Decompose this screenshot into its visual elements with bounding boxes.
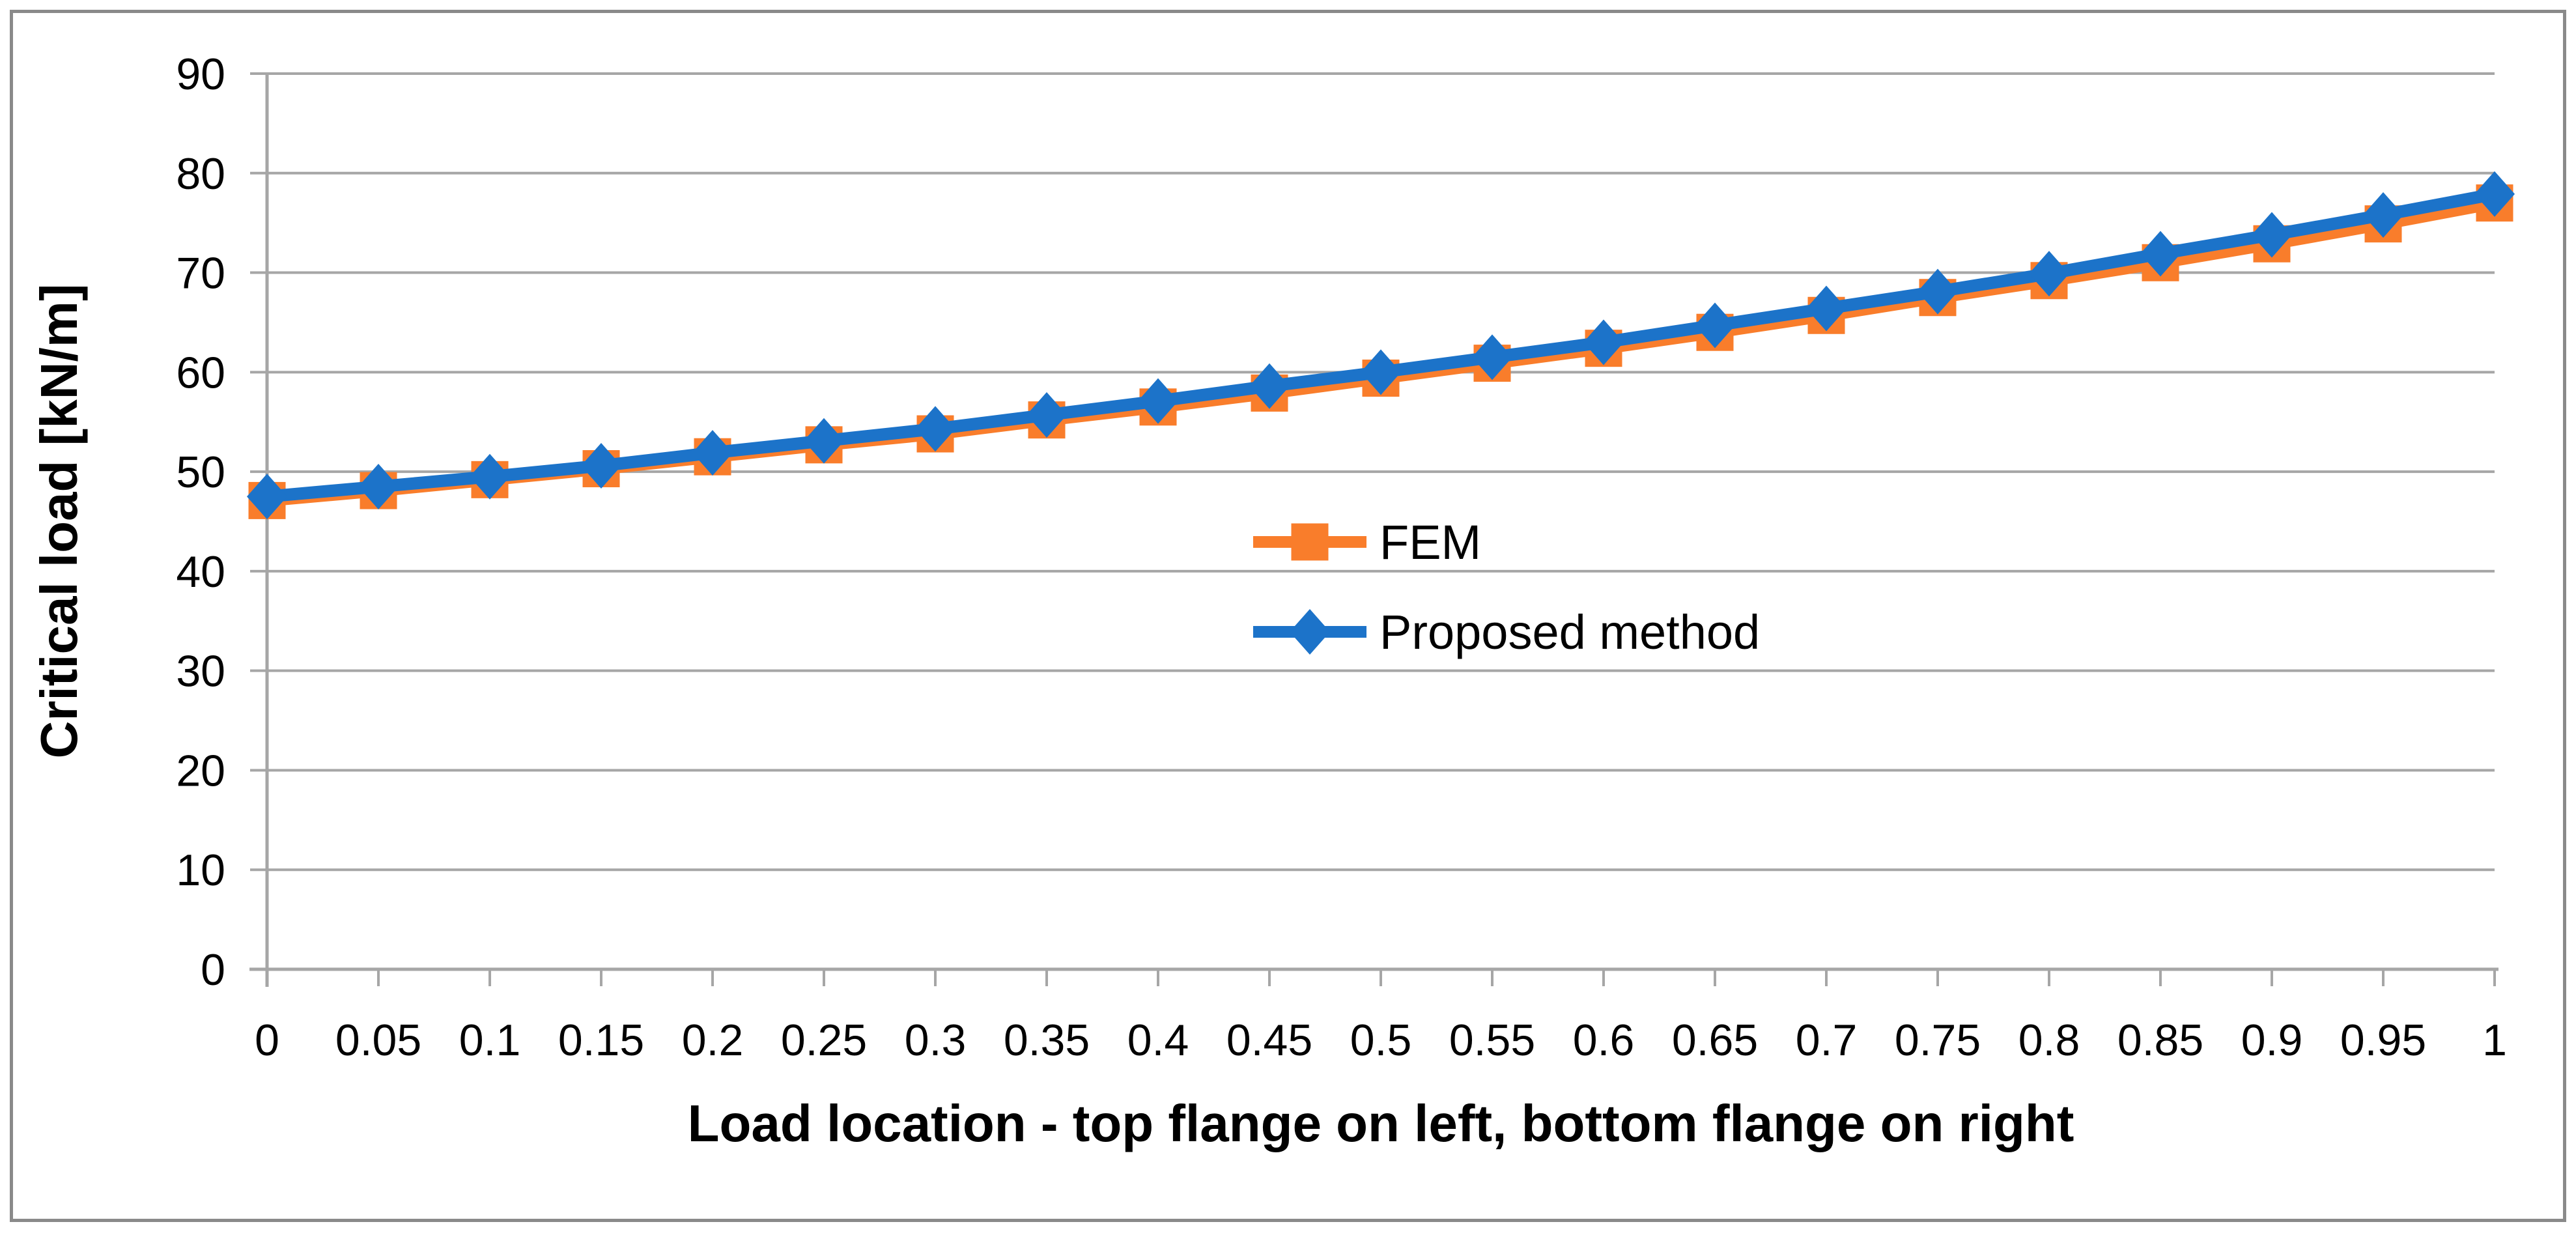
proposed-method-marker xyxy=(804,418,844,464)
legend-diamond-marker-icon xyxy=(1290,609,1330,655)
proposed-method-marker xyxy=(581,442,621,489)
x-tick-label: 0.1 xyxy=(459,1016,521,1065)
proposed-method-marker xyxy=(915,406,955,452)
x-tick-label: 0.75 xyxy=(1895,1016,1981,1065)
y-axis-tick-labels: 0 10 20 30 40 50 60 70 80 90 xyxy=(176,50,225,995)
x-tick-label: 0.95 xyxy=(2340,1016,2426,1065)
proposed-method-marker xyxy=(2029,251,2069,297)
chart-border xyxy=(10,10,2566,1222)
x-tick-label: 0.45 xyxy=(1226,1016,1312,1065)
proposed-method-marker xyxy=(2474,171,2515,217)
proposed-method-marker xyxy=(1695,302,1735,348)
proposed-method-marker xyxy=(1026,392,1067,438)
y-tick-label: 10 xyxy=(176,846,225,895)
proposed-method-marker xyxy=(247,474,287,520)
proposed-method-marker xyxy=(1918,268,1958,315)
x-tick-label: 1 xyxy=(2482,1016,2507,1065)
x-tick-label: 0.35 xyxy=(1004,1016,1090,1065)
x-tick-label: 0.65 xyxy=(1672,1016,1758,1065)
y-tick-label: 90 xyxy=(176,50,225,99)
proposed-method-marker xyxy=(1249,363,1290,409)
proposed-method-marker xyxy=(2363,192,2403,238)
proposed-method-marker xyxy=(1806,285,1847,332)
x-tick-label: 0.55 xyxy=(1449,1016,1535,1065)
x-tick-label: 0.85 xyxy=(2117,1016,2203,1065)
y-tick-label: 50 xyxy=(176,448,225,497)
x-tick-label: 0.05 xyxy=(335,1016,421,1065)
proposed-method-marker xyxy=(2252,212,2292,258)
x-tick-label: 0.25 xyxy=(781,1016,867,1065)
x-tick-label: 0.5 xyxy=(1350,1016,1412,1065)
x-axis-tick-labels: 0 0.05 0.1 0.15 0.2 0.25 0.3 0.35 0.4 0.45 0.5 0.55… xyxy=(255,1016,2507,1065)
y-tick-label: 70 xyxy=(176,249,225,298)
x-tick-label: 0.6 xyxy=(1573,1016,1635,1065)
proposed-method-marker xyxy=(2140,231,2181,277)
y-tick-label: 0 xyxy=(201,945,225,995)
y-tick-label: 40 xyxy=(176,547,225,597)
x-tick-label: 0.4 xyxy=(1127,1016,1189,1065)
legend-item-fem: FEM xyxy=(1253,515,1481,569)
x-tick-label: 0.8 xyxy=(2018,1016,2080,1065)
x-axis-title: Load location - top flange on left, bott… xyxy=(688,1094,2074,1152)
proposed-method-marker xyxy=(1361,349,1401,395)
data-series xyxy=(247,171,2515,520)
proposed-method-marker xyxy=(1138,378,1178,424)
y-tick-label: 20 xyxy=(176,746,225,795)
proposed-method-marker xyxy=(1472,334,1512,380)
legend-item-proposed-method: Proposed method xyxy=(1253,605,1760,659)
proposed-method-marker xyxy=(358,464,399,510)
legend: FEM Proposed method xyxy=(1253,515,1760,659)
legend-label: FEM xyxy=(1380,515,1481,569)
y-tick-label: 60 xyxy=(176,348,225,397)
x-tick-label: 0.15 xyxy=(558,1016,644,1065)
proposed-method-marker xyxy=(1583,319,1624,365)
x-tick-label: 0 xyxy=(255,1016,279,1065)
y-tick-label: 30 xyxy=(176,647,225,696)
legend-square-marker-icon xyxy=(1291,523,1329,561)
axes xyxy=(249,72,2498,987)
x-tick-label: 0.9 xyxy=(2241,1016,2303,1065)
y-axis-title: Critical load [kN/m] xyxy=(30,283,88,758)
proposed-method-marker xyxy=(692,430,733,476)
x-tick-label: 0.3 xyxy=(905,1016,967,1065)
y-tick-label: 80 xyxy=(176,149,225,199)
legend-label: Proposed method xyxy=(1380,605,1760,659)
x-tick-label: 0.7 xyxy=(1796,1016,1858,1065)
proposed-method-marker xyxy=(470,453,510,500)
x-tick-label: 0.2 xyxy=(682,1016,744,1065)
